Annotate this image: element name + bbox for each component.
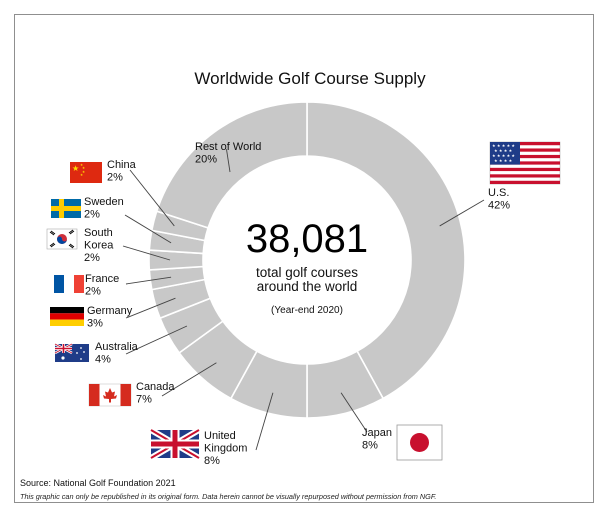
leader-line [125, 325, 188, 355]
slice-label: Japan 8% [362, 427, 392, 452]
source-note: Source: National Golf Foundation 2021 [20, 478, 176, 488]
leader-line [129, 169, 175, 227]
china-flag: ★ ★★★★ [70, 162, 102, 183]
svg-text:★: ★ [80, 173, 83, 177]
south-korea-flag [46, 228, 78, 250]
disclaimer-note: This graphic can only be republished in … [20, 492, 437, 501]
slice-name: Japan [362, 427, 392, 439]
slice-label: Australia 4% [95, 341, 139, 366]
flags: ★ ★ ★ ★ ★★ ★ ★ ★★ ★ ★ ★ ★★ ★ ★ ★ [46, 141, 561, 461]
slice-label: South Korea 2% [84, 227, 114, 264]
leader-line [122, 245, 171, 261]
leader-line [439, 199, 485, 227]
leader-line [226, 149, 231, 173]
svg-text:★: ★ [82, 166, 85, 170]
total-caption-line2: around the world [257, 279, 358, 294]
us-flag: ★ ★ ★ ★ ★★ ★ ★ ★★ ★ ★ ★ ★★ ★ ★ ★ [489, 141, 561, 185]
leader-line [124, 214, 172, 244]
slice-label: U.S. 42% [488, 187, 510, 212]
slice-name: France [85, 273, 119, 285]
svg-text:★ ★ ★ ★: ★ ★ ★ ★ [494, 148, 513, 153]
svg-text:★ ★ ★ ★ ★: ★ ★ ★ ★ ★ [492, 143, 515, 148]
slice-name: China [107, 159, 137, 171]
slice-rest-of-world [155, 101, 308, 229]
slice-percent: 7% [136, 394, 152, 406]
germany-flag [50, 307, 84, 326]
slice-name: Rest of World [195, 141, 261, 153]
slice-label: France 2% [85, 273, 119, 298]
total-caption-line1: total golf courses [256, 265, 358, 280]
slice-name: United [204, 430, 236, 442]
leader-line [125, 297, 176, 319]
slice-percent: 2% [84, 252, 100, 264]
slice-label: Germany 3% [87, 305, 133, 330]
slice-label: Rest of World 20% [195, 141, 261, 166]
leader-line [161, 362, 217, 397]
leader-line [255, 392, 274, 451]
slice-percent: 42% [488, 200, 510, 212]
japan-flag [396, 424, 443, 461]
slice-name: Australia [95, 341, 139, 353]
slice-percent: 2% [84, 209, 100, 221]
leader-lines [122, 149, 485, 451]
slice-percent: 4% [95, 354, 111, 366]
year-note: (Year-end 2020) [271, 305, 343, 316]
slice-percent: 8% [362, 440, 378, 452]
slice-percent: 8% [204, 455, 220, 467]
slice-name: Kingdom [204, 443, 247, 455]
total-value: 38,081 [246, 217, 368, 261]
france-flag [54, 275, 84, 293]
slice-percent: 20% [195, 154, 217, 166]
canada-flag [88, 383, 132, 407]
svg-text:★: ★ [72, 164, 79, 173]
slice-u-s- [306, 101, 466, 400]
australia-flag [54, 342, 89, 362]
slice-name: Sweden [84, 196, 124, 208]
slice-label: Canada 7% [136, 381, 175, 406]
slice-label: Sweden 2% [84, 196, 124, 221]
slice-label: China 2% [107, 159, 137, 184]
chart-card [14, 14, 594, 503]
slice-name: Germany [87, 305, 133, 317]
donut-slices [148, 101, 466, 419]
slice-labels: U.S. 42%Japan 8%United Kingdom 8%Canada 7%Aus… [84, 141, 510, 467]
chart-title: Worldwide Golf Course Supply [194, 69, 426, 88]
svg-text:★: ★ [80, 163, 83, 167]
leader-line [340, 392, 368, 433]
leader-line [125, 276, 172, 285]
uk-flag [149, 427, 201, 461]
slice-name: Canada [136, 381, 175, 393]
svg-text:★ ★ ★ ★: ★ ★ ★ ★ [494, 158, 513, 163]
slice-percent: 3% [87, 318, 103, 330]
svg-text:★ ★ ★ ★ ★: ★ ★ ★ ★ ★ [492, 153, 515, 158]
slice-name: Korea [84, 240, 114, 252]
slice-label: United Kingdom 8% [204, 430, 247, 467]
slice-name: South [84, 227, 113, 239]
slice-percent: 2% [107, 172, 123, 184]
slice-name: U.S. [488, 187, 509, 199]
slice-percent: 2% [85, 286, 101, 298]
svg-text:★: ★ [82, 170, 85, 174]
sweden-flag [51, 199, 81, 218]
